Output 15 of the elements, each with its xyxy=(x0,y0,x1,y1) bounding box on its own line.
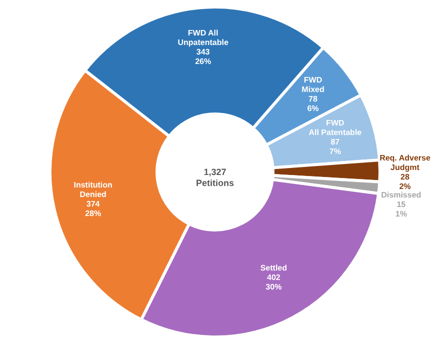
slice-label: Institution Denied xyxy=(74,180,113,200)
slice-label: FWD All Unpatentable xyxy=(178,28,229,48)
data-label: 78 6% xyxy=(307,94,319,113)
data-label: 374 28% xyxy=(85,200,102,218)
slice-label: Settled xyxy=(260,263,288,272)
data-label: 28 2% xyxy=(399,172,411,192)
data-label: 343 26% xyxy=(195,48,212,66)
data-label: 87 7% xyxy=(329,138,341,156)
slice-label: Req. Adverse Judgmt xyxy=(380,154,431,172)
data-label: 402 30% xyxy=(266,272,282,292)
text: 1,327 Petitions xyxy=(196,167,234,188)
slice-label: FWD All Patentable xyxy=(308,118,362,138)
slice-label: Dismissed xyxy=(381,190,422,200)
data-label: 15 1% xyxy=(395,200,407,219)
slice-label: FWD Mixed xyxy=(302,75,324,94)
